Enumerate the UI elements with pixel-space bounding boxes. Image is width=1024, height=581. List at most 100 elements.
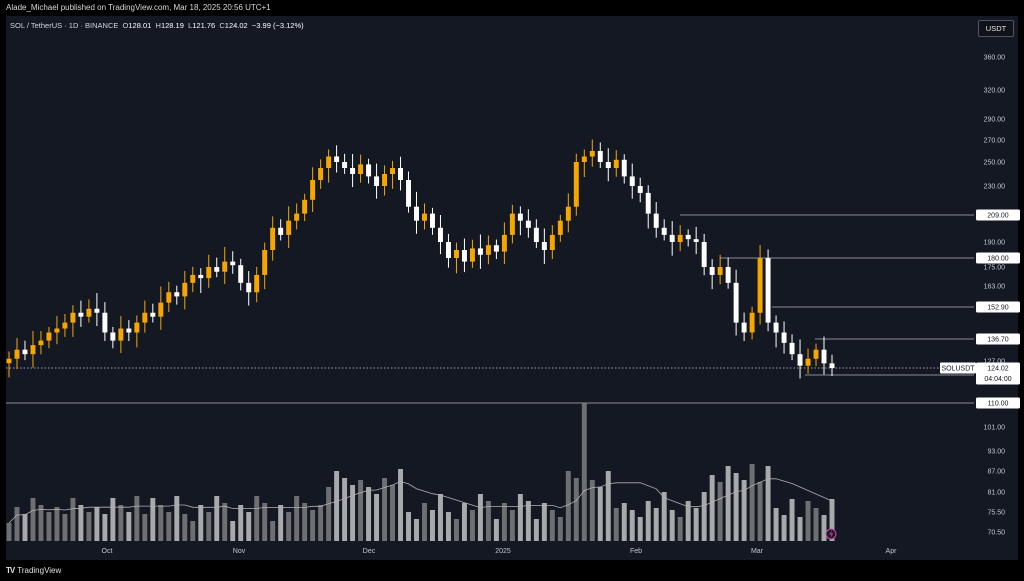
volume-bar: [430, 510, 435, 541]
candle: [557, 214, 563, 242]
volume-bar: [422, 503, 427, 541]
volume-bar: [182, 514, 188, 541]
candle-body: [390, 168, 396, 174]
volume-bar: [741, 480, 747, 541]
time-tick: Nov: [233, 548, 246, 555]
volume-bar: [54, 507, 60, 541]
volume-bar: [334, 471, 340, 541]
volume-bar: [246, 512, 252, 541]
candle: [725, 257, 731, 289]
candle: [350, 154, 356, 188]
candle: [70, 305, 76, 337]
time-tick: 2025: [495, 548, 511, 555]
volume-bar: [437, 494, 443, 541]
volume-bar: [358, 480, 364, 541]
candle-body: [366, 164, 372, 177]
countdown-value: 04:04:00: [984, 376, 1011, 383]
candle-body: [14, 349, 20, 359]
volume-bar: [541, 503, 547, 541]
volume-bar: [445, 512, 451, 541]
candle: [254, 266, 260, 303]
candle-body: [517, 213, 523, 221]
tradingview-logo: TV TradingView: [6, 566, 61, 575]
candle-body: [573, 162, 579, 207]
candle: [318, 159, 324, 189]
volume-bar: [701, 492, 707, 541]
volume-bar: [765, 466, 771, 541]
price-tick: 75.50: [987, 510, 1005, 517]
brand-label: TradingView: [17, 566, 62, 575]
level-badge-text: 110.00: [988, 401, 1009, 408]
price-tick: 163.00: [984, 284, 1006, 291]
candle: [597, 142, 603, 168]
candle-body: [110, 332, 116, 341]
price-tick: 290.00: [984, 117, 1006, 124]
candle: [773, 315, 779, 348]
time-tick: Feb: [630, 548, 642, 555]
volume-bar: [278, 505, 284, 541]
candle-body: [645, 192, 651, 214]
candle: [797, 339, 803, 379]
candle: [477, 234, 483, 269]
volume-bar: [174, 496, 180, 541]
volume-bar: [813, 508, 819, 541]
volume-bar: [693, 508, 699, 541]
symbol-tag-box: [940, 362, 976, 374]
lightning-icon-bolt: [829, 530, 833, 538]
candle: [14, 337, 20, 370]
candle-body: [437, 227, 443, 242]
candle: [501, 222, 507, 265]
candle: [685, 229, 691, 247]
candle-body: [829, 363, 835, 368]
candle-body: [597, 151, 603, 162]
candle-body: [414, 206, 419, 221]
candle: [637, 177, 643, 203]
time-axis[interactable]: [6, 544, 1018, 560]
volume-bar: [102, 514, 108, 541]
candle: [573, 153, 579, 216]
volume-bar: [110, 498, 116, 541]
candle: [781, 321, 787, 354]
candle-body: [62, 322, 68, 329]
volume-bar: [142, 514, 148, 541]
candle: [334, 145, 340, 173]
high-label: H: [155, 21, 161, 30]
candle: [669, 221, 675, 256]
currency-button[interactable]: USDT: [978, 20, 1014, 37]
volume-bar: [270, 521, 276, 541]
candle-body: [477, 248, 483, 255]
candle: [118, 315, 124, 353]
candle: [310, 167, 316, 212]
candle: [437, 215, 443, 255]
level-badge-box: [976, 252, 1020, 264]
volume-bar: [374, 494, 380, 541]
candle-body: [725, 267, 731, 283]
volume-bar: [238, 505, 244, 541]
volume-bar: [653, 508, 659, 541]
candle-body: [342, 162, 348, 168]
price-tick: 81.00: [987, 490, 1005, 497]
candle-body: [270, 227, 276, 250]
candle-body: [158, 302, 164, 317]
level-badge: 152.90: [976, 301, 1020, 313]
candle: [78, 300, 84, 327]
candle-body: [821, 349, 827, 364]
candle: [805, 348, 811, 374]
candle: [517, 206, 523, 236]
candle-body: [613, 159, 619, 168]
time-tick: Mar: [751, 548, 764, 555]
candle-body: [453, 250, 459, 258]
price-scale[interactable]: [974, 16, 1018, 544]
candle-body: [653, 213, 659, 228]
volume-bar: [62, 514, 68, 541]
volume-bar: [797, 517, 803, 541]
price-tick: 70.50: [987, 530, 1005, 537]
close-value: 124.02: [224, 21, 248, 30]
candle: [246, 271, 252, 306]
candle-body: [302, 199, 308, 214]
price-tick: 127.00: [984, 359, 1006, 366]
volume-bar: [14, 507, 20, 541]
chart-area[interactable]: [6, 16, 974, 544]
volume-bar: [661, 492, 667, 541]
candle: [717, 254, 723, 285]
